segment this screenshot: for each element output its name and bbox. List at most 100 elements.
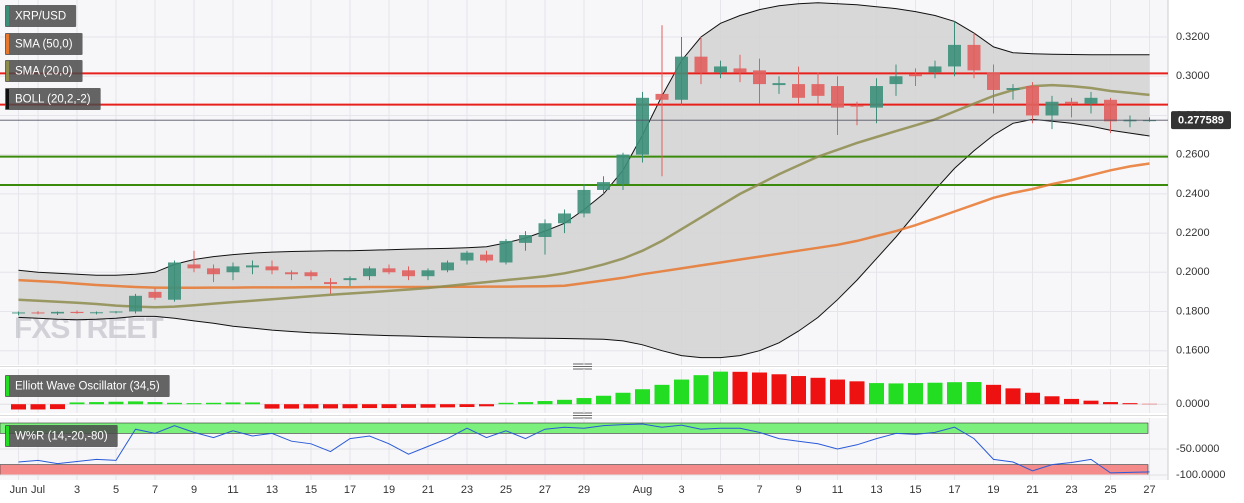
oscillator-bar bbox=[1005, 388, 1021, 405]
candle-body bbox=[363, 268, 376, 277]
oscillator-bar bbox=[518, 402, 533, 405]
legend-label: BOLL (20,2,-2) bbox=[15, 94, 91, 106]
oscillator-bar bbox=[362, 404, 377, 409]
y-tick-label: 0.2600 bbox=[1176, 149, 1210, 161]
wr-line bbox=[18, 423, 1150, 474]
candle-body bbox=[343, 278, 357, 281]
oscillator-bar bbox=[830, 379, 845, 405]
x-tick-label: 21 bbox=[1026, 484, 1038, 496]
legend-swatch bbox=[6, 61, 9, 81]
legend-box bbox=[5, 425, 118, 447]
level-band bbox=[0, 464, 1149, 476]
oscillator-bar bbox=[1083, 400, 1099, 405]
candle-body bbox=[12, 312, 25, 314]
candle-body bbox=[226, 266, 240, 273]
legend-item: BOLL (20,2,-2) bbox=[5, 88, 101, 110]
legend-swatch bbox=[6, 89, 9, 109]
main-plot: FXSTREET bbox=[0, 0, 1168, 365]
x-tick-label: 25 bbox=[1104, 484, 1116, 496]
y-tick-label: 0.0000 bbox=[1176, 398, 1210, 410]
legend-box bbox=[5, 60, 83, 82]
x-tick-label: 17 bbox=[948, 484, 960, 496]
x-tick-label: 7 bbox=[756, 484, 762, 496]
oscillator-bar bbox=[245, 402, 260, 405]
x-tick-label: 29 bbox=[578, 484, 590, 496]
candle-body bbox=[1045, 101, 1059, 116]
oscillator-bar bbox=[381, 404, 397, 409]
resize-handle[interactable] bbox=[573, 412, 592, 419]
oscillator-bar bbox=[635, 389, 650, 405]
candle-body bbox=[772, 83, 786, 86]
candle-body bbox=[168, 262, 181, 300]
candle-body bbox=[948, 44, 961, 67]
oscillator-bar bbox=[167, 402, 182, 405]
candle-body bbox=[714, 66, 727, 73]
oscillator-bar bbox=[206, 402, 221, 405]
x-tick-label: Aug bbox=[633, 484, 653, 496]
candle-body bbox=[519, 235, 532, 243]
sma-line bbox=[18, 83, 1150, 309]
axes: Jun Jul 3 5 7 9 11 13 15 17 19 21 23 25 27 29 Aug 3 5 7 9 11 1… bbox=[10, 31, 1231, 496]
candle-body bbox=[187, 264, 201, 269]
oscillator-bar bbox=[693, 375, 709, 405]
legend-item: SMA (20,0) bbox=[5, 60, 83, 82]
y-tick-label: 0.2000 bbox=[1176, 266, 1210, 278]
candle-body bbox=[246, 265, 259, 268]
candle-body bbox=[655, 93, 669, 100]
candle-body bbox=[558, 213, 571, 224]
candle-body bbox=[51, 311, 64, 314]
oscillator-bar bbox=[420, 404, 436, 408]
oscillator-bar bbox=[264, 404, 280, 409]
oscillator-bar bbox=[342, 404, 358, 409]
x-tick-label: 11 bbox=[227, 484, 238, 496]
y-tick-label: 0.2400 bbox=[1176, 188, 1210, 200]
candle-body bbox=[304, 272, 318, 277]
candle-body bbox=[577, 189, 591, 214]
x-tick-label: 17 bbox=[344, 484, 356, 496]
x-tick-label: 11 bbox=[832, 484, 843, 496]
y-tick-label: 0.3200 bbox=[1176, 31, 1210, 43]
legend-box bbox=[5, 33, 83, 55]
candle-body bbox=[31, 312, 45, 314]
legend-label: W%R (14,-20,-80) bbox=[15, 431, 108, 443]
sma-line bbox=[18, 162, 1150, 290]
candle-body bbox=[402, 270, 415, 277]
legend-swatch bbox=[6, 6, 9, 26]
y-tick-label: 0.1600 bbox=[1176, 345, 1210, 357]
legend-label: SMA (50,0) bbox=[15, 39, 73, 51]
oscillator-bar bbox=[888, 383, 904, 405]
candle-body bbox=[538, 223, 552, 237]
oscillator-bar bbox=[225, 402, 241, 405]
oscillator-bar bbox=[1064, 398, 1079, 405]
legends: XRP/USD SMA (50,0) SMA (20,0) BOLL (20,2,-2… bbox=[5, 5, 170, 447]
oscillator-bar bbox=[303, 404, 319, 409]
oscillator-bar bbox=[11, 404, 26, 410]
legend-item: W%R (14,-20,-80) bbox=[5, 425, 118, 447]
x-tick-label: 13 bbox=[266, 484, 278, 496]
level-band bbox=[0, 422, 1149, 434]
x-tick-label: 7 bbox=[152, 484, 158, 496]
x-tick-label: 27 bbox=[1143, 484, 1155, 496]
oscillator-bar bbox=[791, 376, 806, 405]
candle-body bbox=[753, 70, 766, 85]
x-tick-label: 15 bbox=[909, 484, 921, 496]
resize-handle[interactable] bbox=[573, 363, 592, 370]
legend-swatch bbox=[6, 426, 9, 446]
candle-body bbox=[616, 154, 630, 185]
candle-body bbox=[1065, 101, 1078, 104]
legend-item: Elliott Wave Oscillator (34,5) bbox=[5, 375, 170, 397]
oscillator-bar bbox=[186, 403, 202, 405]
candle-body bbox=[460, 252, 474, 261]
oscillator-bar bbox=[947, 382, 962, 405]
oscillator-bar bbox=[927, 382, 943, 405]
oscillator-bar bbox=[1044, 396, 1060, 405]
oscillator-bar bbox=[108, 401, 124, 405]
legend-item: SMA (50,0) bbox=[5, 33, 83, 55]
oscillator-bar bbox=[869, 383, 884, 405]
x-tick-label: 3 bbox=[678, 484, 684, 496]
legend-label: XRP/USD bbox=[15, 11, 66, 23]
oscillator-bar bbox=[752, 372, 767, 405]
x-tick-label: 23 bbox=[1065, 484, 1077, 496]
